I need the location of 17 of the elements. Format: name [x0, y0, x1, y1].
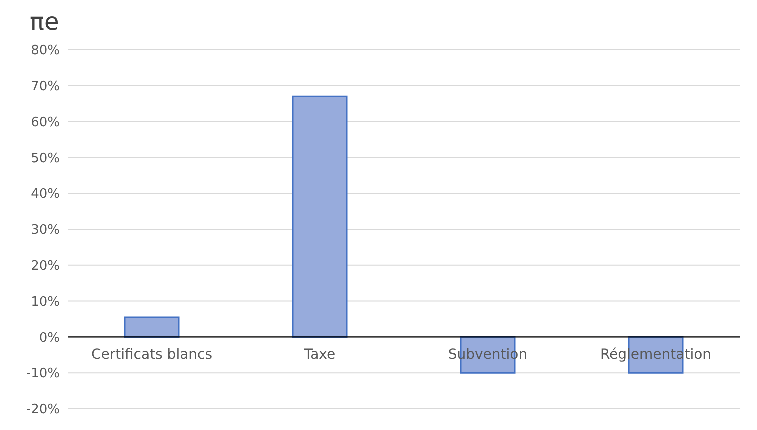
- bar: [124, 316, 180, 338]
- bar: [292, 96, 348, 338]
- y-tick-label: 70%: [31, 80, 60, 95]
- y-tick-label: 10%: [31, 294, 60, 310]
- chart-title: πe: [29, 8, 60, 38]
- y-tick-label: -10%: [26, 366, 60, 382]
- x-tick-label: Taxe: [303, 347, 336, 364]
- y-tick-label: 0%: [39, 330, 60, 346]
- x-tick-label: Réglementation: [600, 347, 712, 364]
- y-tick-label: 80%: [31, 44, 60, 59]
- y-tick-label: 20%: [31, 259, 60, 274]
- x-tick-label: Certificats blancs: [91, 347, 213, 364]
- y-tick-label: 40%: [31, 187, 60, 202]
- y-tick-label: 60%: [31, 115, 60, 130]
- y-tick-label: 50%: [31, 151, 60, 166]
- y-tick-label: -20%: [26, 402, 60, 418]
- y-tick-label: 30%: [31, 223, 60, 238]
